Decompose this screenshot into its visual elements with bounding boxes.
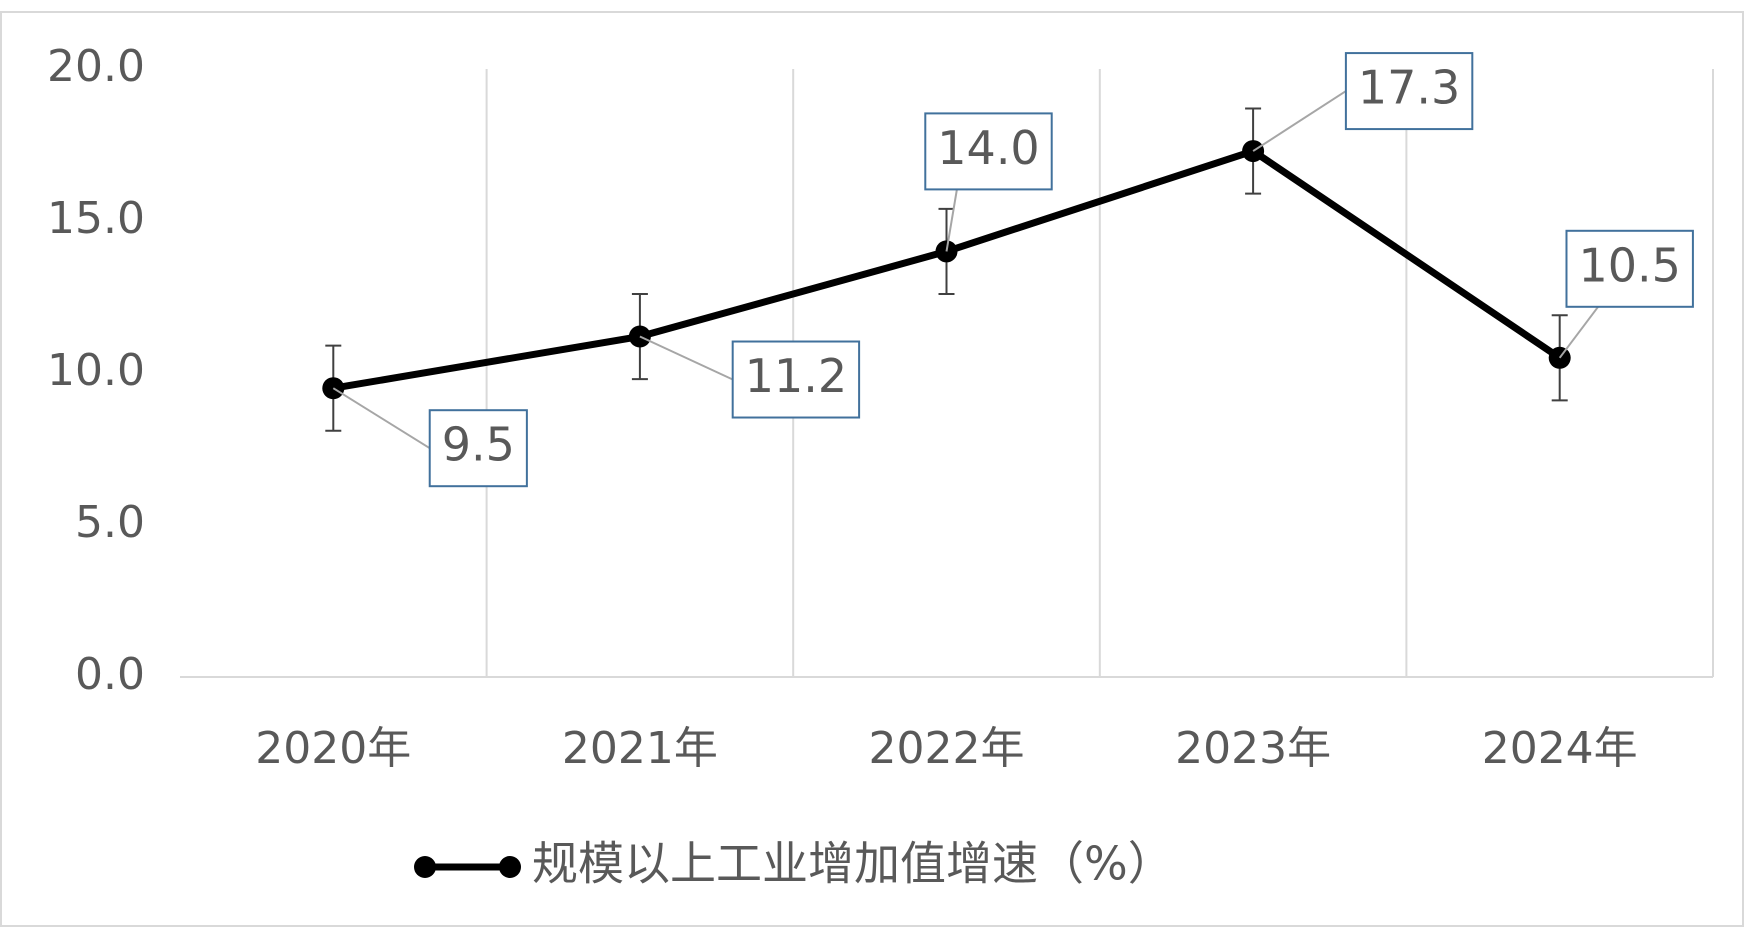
legend-label: 规模以上工业增加值增速（%） bbox=[532, 837, 1174, 891]
leader-line bbox=[945, 189, 958, 252]
y-tick-label: 10.0 bbox=[47, 345, 145, 396]
data-label-box bbox=[1344, 52, 1474, 131]
y-tick-label: 20.0 bbox=[47, 41, 145, 92]
data-label-box bbox=[924, 112, 1053, 191]
leader-line bbox=[1558, 306, 1599, 359]
y-tick-label: 0.0 bbox=[75, 649, 145, 700]
data-label: 14.0 bbox=[937, 121, 1039, 175]
x-tick-label: 2023年 bbox=[1175, 723, 1331, 774]
x-tick-label: 2021年 bbox=[562, 723, 718, 774]
data-label: 17.3 bbox=[1358, 61, 1460, 115]
data-label-box bbox=[1565, 229, 1694, 308]
chart-border bbox=[0, 11, 1744, 927]
legend-marker bbox=[414, 856, 436, 878]
leader-line bbox=[639, 335, 734, 381]
leader-line bbox=[332, 387, 431, 450]
y-tick-label: 5.0 bbox=[75, 497, 145, 548]
data-label-box bbox=[428, 409, 528, 488]
x-tick-label: 2020年 bbox=[255, 723, 411, 774]
data-label: 10.5 bbox=[1578, 238, 1680, 292]
x-tick-label: 2024年 bbox=[1482, 723, 1638, 774]
data-label: 11.2 bbox=[745, 349, 847, 403]
x-tick-label: 2022年 bbox=[869, 723, 1025, 774]
data-label: 9.5 bbox=[442, 418, 515, 472]
y-tick-label: 15.0 bbox=[47, 193, 145, 244]
legend-marker bbox=[499, 856, 521, 878]
leader-line bbox=[1252, 90, 1347, 152]
data-label-box bbox=[731, 340, 861, 419]
